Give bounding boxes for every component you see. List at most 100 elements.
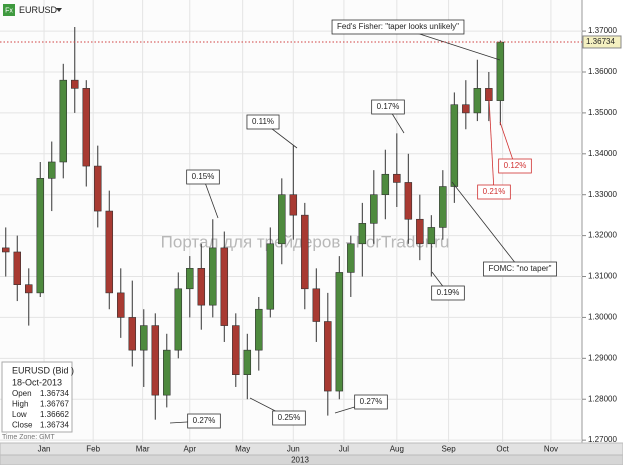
year-label: 2013 [291, 456, 309, 465]
annotation-pointer [488, 97, 495, 193]
y-tick-label: 1.34000 [588, 149, 617, 158]
x-tick-label: Apr [184, 445, 197, 454]
x-tick-label: Jun [287, 445, 300, 454]
annotation-text: 0.25% [278, 413, 301, 422]
annotation-box [477, 184, 511, 200]
symbol-icon[interactable] [3, 4, 15, 16]
annotation-text: 0.17% [377, 102, 400, 111]
x-tick-label: Jul [339, 445, 349, 454]
annotation-text: Fed's Fisher: "taper looks unlikely" [337, 22, 459, 31]
candle-body [2, 247, 10, 253]
candles [2, 26, 505, 420]
candle-body [289, 194, 298, 216]
annotation-text: FOMC: "no taper" [488, 264, 551, 273]
y-tick-label: 1.32000 [588, 231, 617, 240]
candle-body [59, 79, 68, 163]
info-box [1, 361, 73, 433]
year-panel [0, 454, 623, 465]
candle-body [439, 186, 447, 228]
candle-body [473, 88, 482, 114]
candle-body [220, 247, 229, 326]
y-tick-label: 1.37000 [588, 26, 617, 35]
x-tick-label: Mar [136, 445, 150, 454]
annotation-box [354, 394, 388, 410]
x-tick-label: Oct [496, 445, 509, 454]
candle-body [209, 247, 217, 306]
annotation-box [431, 285, 465, 301]
candle-body [197, 268, 206, 306]
symbol-dropdown[interactable] [56, 8, 62, 12]
candle-body [25, 284, 33, 294]
x-tick-label: Sep [441, 445, 456, 454]
candle-body [13, 251, 22, 285]
candle-body [278, 194, 286, 245]
last-price-box [582, 35, 622, 49]
candle-body [462, 104, 470, 114]
x-tick-label: Feb [86, 445, 100, 454]
last-price-label: 1.36734 [586, 37, 615, 46]
y-tick-label: 1.33000 [588, 190, 617, 199]
candle-body [347, 243, 355, 273]
info-value: 1.36734 [40, 389, 69, 398]
y-tick-label: 1.30000 [588, 313, 617, 322]
candle-body [312, 288, 321, 322]
info-date: 18-Oct-2013 [12, 377, 62, 387]
candle-body [232, 325, 240, 375]
candle-body [186, 268, 194, 290]
info-label: Open [12, 389, 32, 398]
annotation-box [371, 99, 405, 115]
annotation-box [483, 261, 557, 277]
annotation-pointer [451, 181, 521, 270]
annotation-text: 0.12% [504, 161, 527, 170]
candle-body [36, 178, 45, 294]
candle-body [416, 218, 424, 245]
y-tick-label: 1.27000 [588, 435, 617, 444]
y-tick-label: 1.35000 [588, 108, 617, 117]
candle-body [266, 243, 275, 310]
info-value: 1.36767 [40, 400, 69, 409]
info-label: Low [12, 410, 27, 419]
candle-body [335, 272, 344, 392]
candle-body [450, 104, 459, 187]
info-label: High [12, 400, 28, 409]
annotation-box [498, 158, 532, 174]
annotation-text: 0.11% [252, 117, 274, 126]
y-tick-label: 1.29000 [588, 353, 617, 362]
annotation-box [186, 169, 220, 185]
candle-body [71, 79, 79, 89]
info-title: EURUSD (Bid ) [12, 365, 74, 375]
annotations: Fed's Fisher: "taper looks unlikely" 0.11… [169, 19, 557, 429]
candle-body [48, 161, 56, 179]
time-zone: Time Zone: GMT [2, 434, 55, 441]
annotation-text: 0.27% [360, 397, 383, 406]
annotation-box [272, 410, 306, 426]
info-value: 1.36662 [40, 410, 69, 419]
candle-body [94, 165, 102, 212]
x-tick-label: Nov [544, 445, 558, 454]
annotation-text: 0.19% [437, 288, 460, 297]
candle-body [358, 223, 367, 245]
annotation-box [187, 413, 221, 429]
annotation-text: 0.21% [483, 187, 506, 196]
x-tick-label: Aug [390, 445, 404, 454]
candle-body [404, 182, 413, 220]
x-tick-label: May [235, 445, 250, 454]
symbol[interactable]: EURUSD [19, 5, 58, 15]
info-rows: Open 1.36734 High 1.36767 Low 1.36662 Close 1.3… [12, 389, 69, 430]
y-tick-label: 1.36000 [588, 67, 617, 76]
candle-body [381, 173, 390, 196]
annotation-box [331, 19, 465, 35]
candle-body [496, 41, 505, 101]
candle-body [117, 292, 125, 318]
y-tick-label: 1.28000 [588, 394, 617, 403]
candle-body [140, 325, 148, 351]
candle-body [393, 173, 401, 183]
candle-body [255, 308, 263, 351]
y-tick-label: 1.31000 [588, 272, 617, 281]
info-label: Close [12, 421, 33, 430]
candle-body [82, 88, 91, 167]
candle-body [301, 214, 309, 290]
candle-body [105, 210, 114, 294]
candle-body [427, 227, 436, 245]
